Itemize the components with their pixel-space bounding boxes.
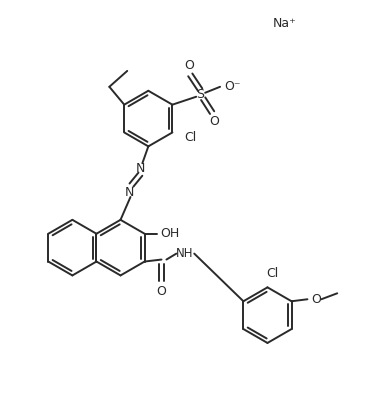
- Text: O: O: [184, 59, 194, 72]
- Text: Cl: Cl: [266, 267, 279, 280]
- Text: OH: OH: [160, 227, 179, 240]
- Text: O⁻: O⁻: [225, 80, 241, 93]
- Text: O: O: [312, 293, 321, 306]
- Text: N: N: [136, 162, 145, 175]
- Text: Na⁺: Na⁺: [272, 17, 296, 30]
- Text: O: O: [209, 115, 219, 128]
- Text: S: S: [196, 88, 204, 101]
- Text: N: N: [125, 186, 134, 199]
- Text: Cl: Cl: [184, 131, 196, 144]
- Text: O: O: [156, 285, 166, 298]
- Text: NH: NH: [175, 247, 193, 260]
